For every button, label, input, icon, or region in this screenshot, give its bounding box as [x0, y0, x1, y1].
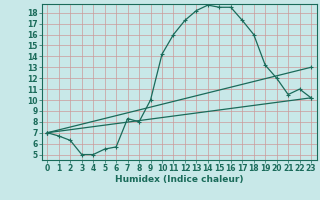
X-axis label: Humidex (Indice chaleur): Humidex (Indice chaleur) — [115, 175, 244, 184]
